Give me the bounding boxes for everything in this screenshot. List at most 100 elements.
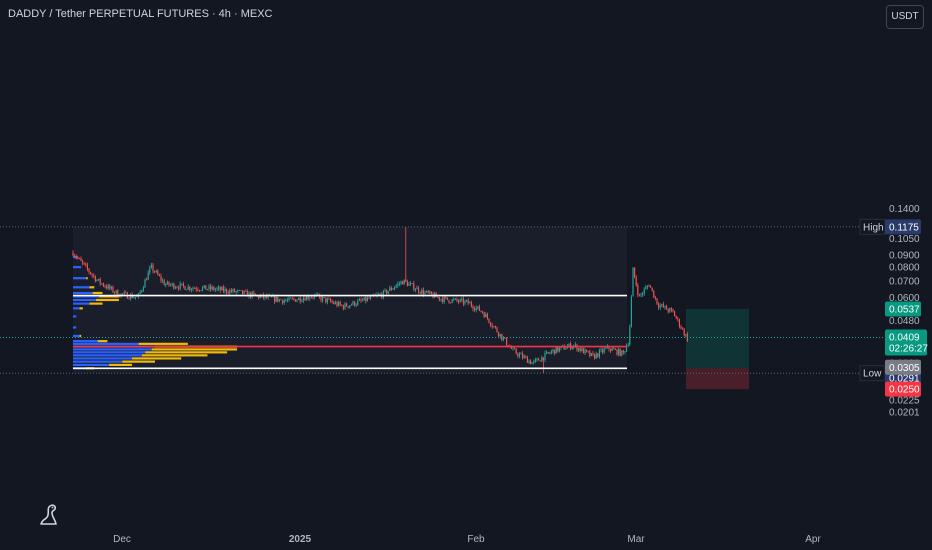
volume-profile-bar-blue [73, 266, 82, 269]
candle-body [93, 275, 95, 277]
candle-body [411, 283, 413, 285]
target-price-badge-bg [885, 301, 921, 317]
candle-body [632, 267, 634, 297]
candle-body [82, 260, 84, 263]
candle-body [382, 290, 384, 298]
candle-body [523, 356, 525, 358]
volume-profile-bar-gold [79, 334, 82, 338]
time-axis-tick: Feb [467, 534, 485, 545]
candle-body [214, 289, 216, 291]
candle-body [403, 279, 405, 285]
candle-body [413, 283, 415, 291]
volume-profile-bar-gold [89, 302, 103, 305]
candle-body [666, 305, 668, 310]
candle-body [539, 360, 541, 362]
candle-body [174, 287, 176, 289]
volume-profile-bar-gold [92, 291, 103, 295]
candle-body [466, 300, 468, 301]
volume-profile-bar-blue [73, 363, 110, 366]
candle-body [680, 326, 682, 329]
candle-body [677, 318, 679, 320]
candle-body [610, 349, 612, 351]
candle-body [480, 310, 482, 312]
candle-body [397, 283, 399, 286]
candle-body [354, 301, 356, 306]
candle-body [648, 286, 650, 287]
entry-price-badge: 0.0305 [889, 363, 920, 374]
candle-body [267, 295, 269, 298]
candle-body [603, 348, 605, 353]
candle-body [200, 290, 202, 292]
candle-body [102, 283, 104, 286]
countdown-label: 02:26:27 [889, 344, 928, 355]
candle-body [222, 287, 224, 292]
candle-body [522, 353, 524, 358]
candle-body [566, 346, 568, 349]
candle-body [296, 299, 298, 302]
candle-body [326, 298, 328, 303]
candle-body [254, 293, 256, 296]
candle-body [429, 291, 431, 293]
position-target-zone[interactable] [686, 308, 749, 369]
candle-body [416, 287, 418, 290]
tradingview-logo-icon[interactable] [38, 502, 60, 528]
position-stop-zone[interactable] [686, 368, 749, 390]
volume-profile-bar-blue [73, 351, 146, 354]
price-badges-layer: High 0.1175 Low 0.0291 0.0537 0.0305 0.0250 0.0… [859, 218, 928, 397]
candle-body [526, 357, 528, 363]
candle-body [339, 302, 341, 305]
candle-body [389, 287, 391, 291]
candle-body [80, 258, 82, 261]
candle-body [147, 272, 149, 280]
candle-body [390, 287, 392, 290]
volume-profile-bar-blue [73, 354, 142, 357]
candle-body [306, 296, 308, 301]
candle-body [91, 274, 93, 276]
candle-body [405, 279, 407, 282]
volume-profile-bar-blue [73, 315, 77, 318]
levels-layer[interactable] [73, 294, 627, 370]
candle-body [142, 287, 144, 291]
candle-body [77, 257, 79, 259]
candle-body [584, 349, 586, 354]
candle-body [312, 297, 314, 298]
candle-body [605, 348, 607, 349]
candle-body [400, 281, 402, 284]
candle-body [125, 292, 127, 294]
currency-button[interactable]: USDT [886, 5, 924, 29]
candle-body [518, 353, 520, 357]
candle-body [309, 297, 311, 299]
candle-body [427, 291, 429, 293]
candle-body [664, 305, 666, 308]
candle-body [218, 287, 220, 289]
volume-profile [73, 226, 627, 374]
candle-body [392, 288, 394, 290]
candle-body [320, 296, 322, 301]
entry-price-badge-bg [885, 359, 921, 375]
volume-profile-bar-gold [99, 295, 119, 298]
chart-title: DADDY / Tether PERPETUAL FUTURES · 4h · … [8, 8, 273, 20]
candle-body [635, 276, 637, 286]
candle-body [685, 334, 687, 336]
candle-body [640, 294, 642, 296]
candle-body [146, 279, 148, 281]
candle-body [499, 334, 501, 337]
candle-body [483, 312, 485, 318]
candle-body [278, 299, 280, 302]
candle-body [213, 286, 215, 290]
candle-body [398, 283, 400, 285]
candle-body [654, 297, 656, 299]
long-position-tool[interactable] [686, 308, 749, 390]
candle-body [418, 287, 420, 293]
candle-body [443, 296, 445, 302]
candle-body [110, 286, 112, 289]
candle-body [130, 294, 132, 299]
candle-body [682, 328, 684, 330]
candle-body [368, 297, 370, 299]
candle-body [114, 292, 116, 294]
candle-body [614, 349, 616, 350]
candle-body [106, 286, 108, 289]
time-axis-tick: Apr [805, 534, 821, 545]
candle-body [333, 302, 335, 304]
